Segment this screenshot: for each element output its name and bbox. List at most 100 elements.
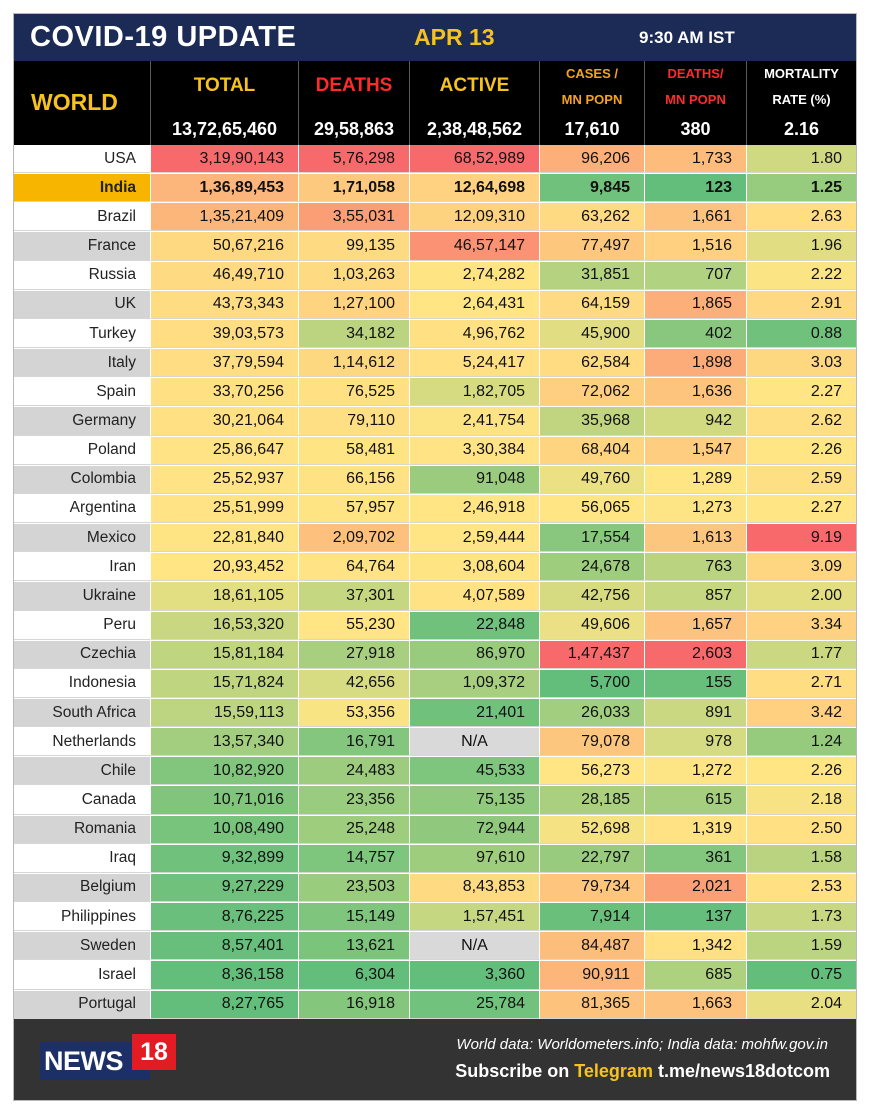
update-time: 9:30 AM IST: [639, 28, 735, 47]
country-name: Iran: [14, 553, 150, 582]
cell-deaths: 15,149: [298, 903, 409, 932]
cell-active: 2,41,754: [409, 407, 539, 436]
cell-deaths-per-mn: 2,021: [644, 873, 746, 903]
cell-cases-per-mn: 24,678: [539, 553, 644, 582]
cell-deaths: 6,304: [298, 961, 409, 990]
cell-deaths: 23,503: [298, 873, 409, 903]
country-name: Germany: [14, 407, 150, 436]
cell-total: 9,27,229: [150, 873, 298, 903]
table-row: Netherlands 13,57,340 16,791 N/A 79,078 978 1.…: [14, 728, 856, 757]
table-row: Turkey 39,03,573 34,182 4,96,762 45,900 402 0.…: [14, 319, 856, 349]
cell-cases-per-mn: 22,797: [539, 844, 644, 873]
world-label: WORLD: [31, 89, 118, 115]
col-header-mortality-line2: RATE (%): [747, 85, 856, 111]
table-row: Chile 10,82,920 24,483 45,533 56,273 1,272 2.2…: [14, 757, 856, 786]
cell-deaths-per-mn: 1,613: [644, 524, 746, 553]
cell-total: 50,67,216: [150, 232, 298, 261]
divider: [409, 61, 410, 145]
col-header-cases-per-mn: CASES / MN POPN: [540, 61, 644, 111]
cell-cases-per-mn: 49,760: [539, 465, 644, 494]
cell-deaths: 79,110: [298, 407, 409, 436]
table-row: Iraq 9,32,899 14,757 97,610 22,797 361 1.58: [14, 844, 856, 874]
cell-mortality: 1.58: [746, 844, 856, 873]
cell-deaths-per-mn: 1,342: [644, 932, 746, 961]
cell-deaths: 37,301: [298, 582, 409, 611]
cell-cases-per-mn: 45,900: [539, 319, 644, 349]
cell-mortality: 2.53: [746, 873, 856, 903]
cell-deaths-per-mn: 1,733: [644, 145, 746, 174]
country-name: Canada: [14, 786, 150, 815]
cell-cases-per-mn: 26,033: [539, 698, 644, 728]
cell-total: 16,53,320: [150, 611, 298, 640]
cell-active: 3,30,384: [409, 436, 539, 465]
world-active: 2,38,48,562: [426, 119, 523, 139]
cell-deaths: 16,791: [298, 728, 409, 757]
table-row: USA 3,19,90,143 5,76,298 68,52,989 96,206 1,7…: [14, 145, 856, 174]
cell-mortality: 2.00: [746, 582, 856, 611]
cell-active: 45,533: [409, 757, 539, 786]
table-row: UK 43,73,343 1,27,100 2,64,431 64,159 1,865 2.…: [14, 290, 856, 320]
cell-total: 25,51,999: [150, 494, 298, 524]
subscribe-line: Subscribe on Telegram t.me/news18dotcom: [455, 1061, 830, 1082]
cell-deaths-per-mn: 155: [644, 669, 746, 698]
cell-total: 8,76,225: [150, 903, 298, 932]
cell-deaths-per-mn: 1,663: [644, 990, 746, 1019]
cell-active: 46,57,147: [409, 232, 539, 261]
country-name: Ukraine: [14, 582, 150, 611]
cell-deaths-per-mn: 1,272: [644, 757, 746, 786]
cell-active: 1,82,705: [409, 378, 539, 407]
table-row: Peru 16,53,320 55,230 22,848 49,606 1,657 3.34: [14, 611, 856, 641]
cell-cases-per-mn: 1,47,437: [539, 640, 644, 669]
cell-deaths-per-mn: 615: [644, 786, 746, 815]
cell-deaths: 99,135: [298, 232, 409, 261]
country-name: Peru: [14, 611, 150, 640]
cell-cases-per-mn: 96,206: [539, 145, 644, 174]
country-name: Colombia: [14, 465, 150, 494]
cell-active: N/A: [409, 728, 539, 757]
cell-deaths-per-mn: 685: [644, 961, 746, 990]
cell-mortality: 1.24: [746, 728, 856, 757]
page-title: COVID-19 UPDATE: [30, 21, 297, 53]
cell-deaths: 57,957: [298, 494, 409, 524]
title-bar: COVID-19 UPDATE APR 13 9:30 AM IST: [14, 14, 856, 61]
world-cases-per-mn: 17,610: [564, 119, 620, 139]
cell-total: 3,19,90,143: [150, 145, 298, 174]
cell-active: 12,64,698: [409, 174, 539, 203]
cell-cases-per-mn: 90,911: [539, 961, 644, 990]
cell-deaths: 23,356: [298, 786, 409, 815]
table-row: Portugal 8,27,765 16,918 25,784 81,365 1,663 2…: [14, 990, 856, 1020]
col-header-deaths-per-mn: DEATHS/ MN POPN: [645, 61, 746, 111]
table-header: WORLD TOTAL DEATHS ACTIVE CASES / MN POP…: [14, 61, 856, 145]
cell-mortality: 2.26: [746, 436, 856, 465]
cell-deaths: 34,182: [298, 319, 409, 349]
table-row: Belgium 9,27,229 23,503 8,43,853 79,734 2,021…: [14, 873, 856, 903]
cell-total: 8,36,158: [150, 961, 298, 990]
cell-active: 22,848: [409, 611, 539, 640]
telegram-link[interactable]: t.me/news18dotcom: [652, 1061, 830, 1081]
cell-active: 5,24,417: [409, 349, 539, 378]
cell-deaths-per-mn: 942: [644, 407, 746, 436]
table-row: Sweden 8,57,401 13,621 N/A 84,487 1,342 1.59: [14, 932, 856, 961]
cell-deaths: 14,757: [298, 844, 409, 873]
cell-active: N/A: [409, 932, 539, 961]
table-row: Spain 33,70,256 76,525 1,82,705 72,062 1,636 2…: [14, 378, 856, 407]
cell-mortality: 2.59: [746, 465, 856, 494]
cell-deaths-per-mn: 1,636: [644, 378, 746, 407]
cell-deaths-per-mn: 1,547: [644, 436, 746, 465]
cell-deaths-per-mn: 1,661: [644, 203, 746, 232]
cell-active: 86,970: [409, 640, 539, 669]
cell-cases-per-mn: 9,845: [539, 174, 644, 203]
cell-cases-per-mn: 42,756: [539, 582, 644, 611]
cell-total: 15,59,113: [150, 698, 298, 728]
cell-deaths: 53,356: [298, 698, 409, 728]
divider: [150, 61, 151, 145]
cell-cases-per-mn: 52,698: [539, 815, 644, 844]
table-row: Romania 10,08,490 25,248 72,944 52,698 1,319 2…: [14, 815, 856, 845]
divider: [746, 61, 747, 145]
table-row: Philippines 8,76,225 15,149 1,57,451 7,914 13…: [14, 903, 856, 932]
cell-cases-per-mn: 72,062: [539, 378, 644, 407]
table-row: Brazil 1,35,21,409 3,55,031 12,09,310 63,262…: [14, 203, 856, 232]
cell-total: 39,03,573: [150, 319, 298, 349]
country-name: Netherlands: [14, 728, 150, 757]
logo-number: 18: [132, 1034, 176, 1070]
